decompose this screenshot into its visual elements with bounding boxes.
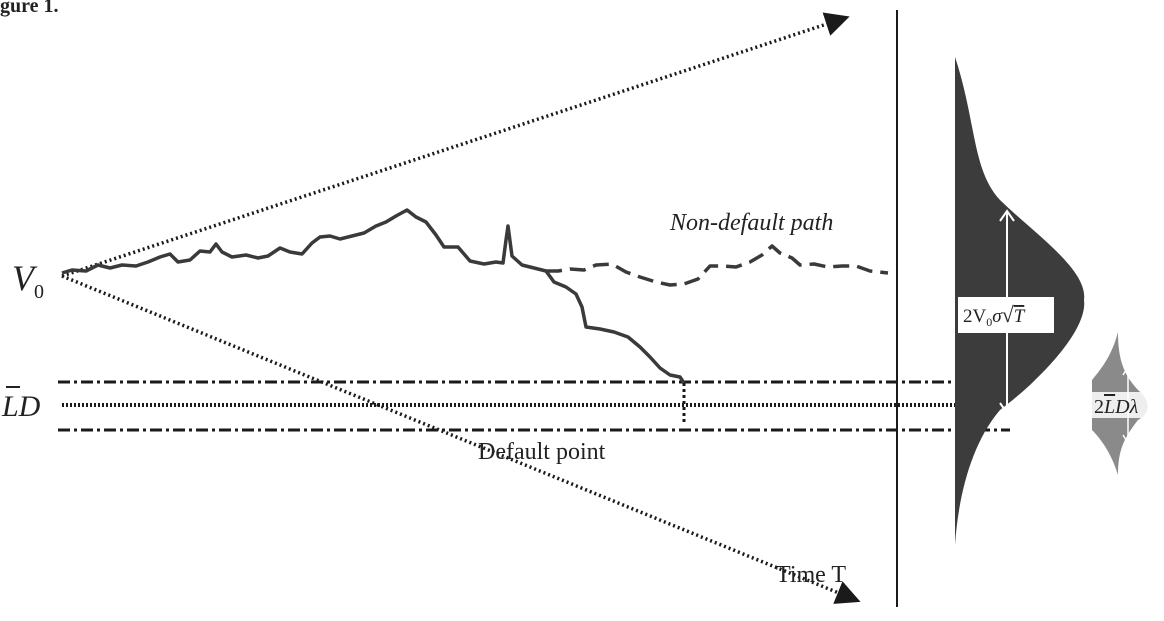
default-path bbox=[544, 269, 686, 384]
asset-spread-label-box bbox=[958, 297, 1054, 333]
upper-cone-arrow bbox=[61, 12, 850, 278]
start-value-label: V0 bbox=[12, 258, 44, 303]
lower-cone-arrow bbox=[61, 274, 861, 604]
time-axis-label: Time T bbox=[776, 562, 846, 588]
non-default-path bbox=[546, 244, 889, 287]
barrier-spread-label-box bbox=[1092, 392, 1164, 418]
asset-path-common bbox=[61, 208, 547, 275]
figure-caption: gure 1. bbox=[0, 0, 59, 17]
asset-spread-label: 2V0σ√T bbox=[963, 302, 1026, 329]
default-point-label: Default point bbox=[478, 439, 606, 465]
barrier-spread-label: 2LDλ bbox=[1094, 396, 1139, 418]
non-default-path-label: Non-default path bbox=[669, 210, 833, 236]
barrier-label: LD bbox=[1, 390, 41, 423]
